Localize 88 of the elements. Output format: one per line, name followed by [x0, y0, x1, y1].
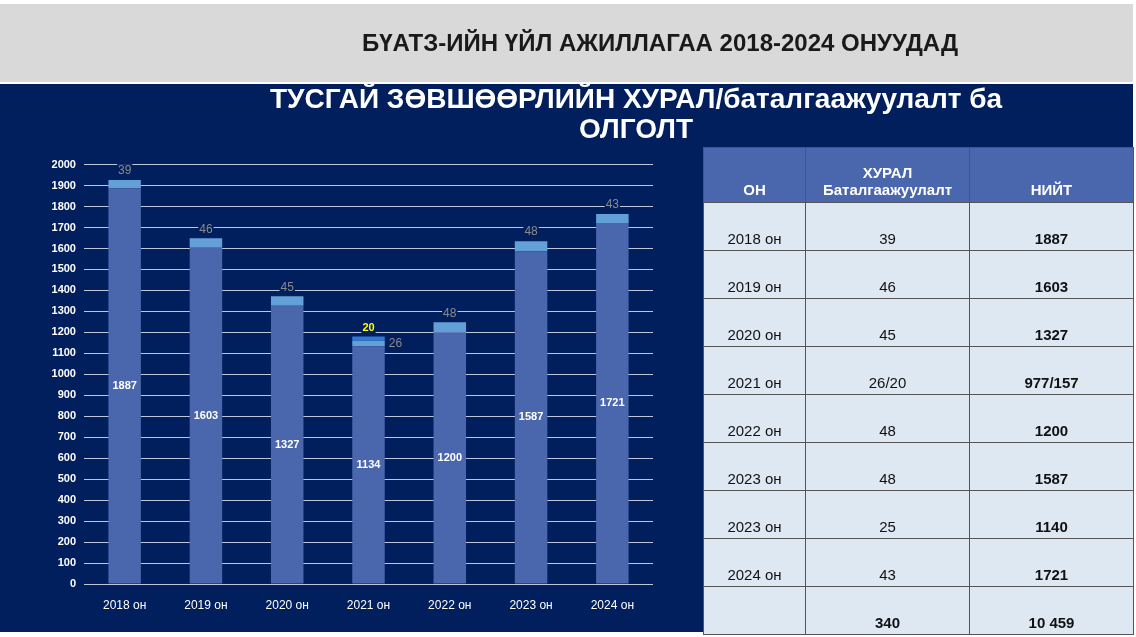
y-tick-label: 1900 — [51, 178, 76, 191]
data-label: 20 — [362, 320, 375, 333]
text: 26/20 — [868, 374, 907, 391]
x-tick-label: 2024 он — [590, 597, 635, 612]
bar — [352, 340, 385, 347]
bar — [514, 251, 548, 584]
x-tick-label: 2023 он — [509, 597, 553, 612]
data-label: 43 — [805, 538, 970, 587]
data-label: 48 — [443, 305, 457, 320]
data-label: 1327 — [969, 298, 1134, 347]
data-label: 43 — [605, 197, 620, 212]
x-tick-label: 2018 он — [102, 597, 147, 612]
data-label: 340 — [805, 586, 970, 635]
bar — [514, 241, 548, 252]
data-label: 1587 — [969, 442, 1134, 491]
data-label: 39 — [805, 202, 970, 251]
x-tick-label: 2022 он — [428, 597, 472, 612]
bar — [189, 247, 223, 584]
x-tick-label: 2019 он — [184, 597, 228, 612]
data-label: 46 — [199, 221, 213, 236]
bar — [596, 223, 629, 584]
data-label: 1887 — [112, 378, 137, 391]
x-tick-label: ХУРАЛ Баталгаажуулалт — [805, 147, 970, 203]
data-label: 1721 — [969, 538, 1134, 587]
y-tick-label: 1600 — [51, 241, 76, 254]
bar — [108, 180, 141, 189]
text: 977/157 — [1024, 374, 1079, 391]
y-tick-label: 2023 он — [703, 490, 806, 539]
data-label: 1603 — [193, 408, 219, 421]
data-label: 1200 — [437, 450, 463, 463]
x-tick-label: 2021 он — [346, 597, 391, 612]
y-tick-label: 100 — [57, 556, 76, 569]
y-tick-label: 600 — [57, 451, 76, 464]
data-label: 48 — [805, 442, 970, 491]
y-tick-label: 300 — [57, 514, 76, 527]
bar — [189, 238, 223, 248]
y-tick-label: 500 — [57, 472, 76, 485]
data-label: 1327 — [274, 437, 300, 450]
y-tick-label: 1100 — [52, 346, 76, 359]
data-label: 46 — [805, 250, 970, 299]
data-label: 48 — [805, 394, 970, 443]
y-tick-label: 0 — [69, 577, 76, 590]
y-axis-title: ОН — [703, 147, 806, 203]
y-tick-label: 2021 он — [703, 346, 806, 395]
y-tick-label: 1700 — [51, 220, 76, 233]
data-label: 1134 — [356, 457, 382, 470]
y-tick-label: 1200 — [51, 325, 76, 338]
bar — [433, 332, 467, 584]
chart-title: БҮАТЗ-ИЙН ҮЙЛ АЖИЛЛАГАА 2018-2024 ОНУУДАД — [361, 29, 959, 57]
data-label: 39 — [117, 163, 132, 178]
data-label: 1140 — [969, 490, 1134, 539]
y-tick-label: 2018 он — [703, 202, 806, 251]
y-tick-label: 1000 — [51, 367, 76, 380]
data-label: 1200 — [969, 394, 1134, 443]
x-tick-label: 2020 он — [265, 597, 309, 612]
data-label: 1587 — [518, 410, 544, 423]
data-label: 45 — [280, 279, 295, 294]
data-label: 45 — [805, 298, 970, 347]
data-label: 48 — [524, 224, 539, 239]
y-tick-label: 2022 он — [703, 394, 806, 443]
data-label: 1721 — [600, 396, 625, 409]
y-tick-label: 1300 — [51, 304, 76, 317]
y-tick-label: 2019 он — [703, 250, 806, 299]
bar — [433, 322, 467, 333]
data-label: 25 — [805, 490, 970, 539]
y-tick-label: 1500 — [51, 262, 76, 275]
bar — [108, 188, 141, 584]
y-tick-label: 700 — [57, 430, 76, 443]
bar — [270, 305, 304, 584]
bar — [352, 346, 385, 584]
y-tick-label: 2000 — [51, 157, 76, 170]
bar — [352, 336, 385, 341]
data-label: 1603 — [969, 250, 1134, 299]
y-tick-label: 1400 — [51, 283, 76, 296]
y-tick-label: 400 — [57, 493, 76, 506]
data-label: 10 459 — [969, 586, 1134, 635]
y-tick-label: 1800 — [51, 199, 76, 212]
data-label: 26 — [388, 335, 403, 350]
bar — [596, 214, 629, 224]
y-tick-label: 2020 он — [703, 298, 806, 347]
data-label: 1887 — [969, 202, 1134, 251]
x-tick-label: НИЙТ — [969, 147, 1134, 203]
bar — [270, 296, 304, 306]
y-tick-label: 900 — [57, 388, 76, 401]
chart-subtitle: ТУСГАЙ ЗӨВШӨӨРЛИЙН ХУРАЛ/баталгаажуулалт ба ОЛГОЛТ — [269, 83, 1003, 144]
y-tick-label: 800 — [57, 409, 76, 422]
y-tick-label: 2023 он — [703, 442, 806, 491]
y-tick-label: 200 — [57, 535, 76, 548]
